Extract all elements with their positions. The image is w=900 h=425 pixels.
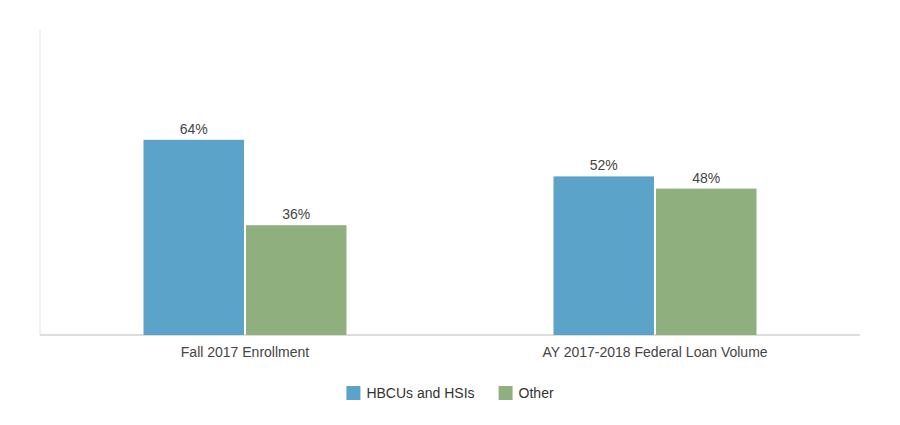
y-axis-line	[40, 30, 41, 335]
data-labels: 64% 52% 36% 48%	[180, 121, 721, 222]
x-tick-label: AY 2017-2018 Federal Loan Volume	[542, 344, 767, 360]
bars	[144, 140, 757, 335]
legend-swatch	[346, 386, 360, 400]
bar	[554, 176, 655, 335]
bar	[656, 189, 757, 335]
legend-label: HBCUs and HSIs	[366, 385, 474, 401]
legend-label: Other	[519, 385, 554, 401]
x-tick-label: Fall 2017 Enrollment	[181, 344, 310, 360]
legend-item: HBCUs and HSIs	[346, 385, 474, 401]
data-label: 64%	[180, 121, 208, 137]
data-label: 48%	[692, 170, 720, 186]
bar	[144, 140, 245, 335]
data-label: 36%	[282, 206, 310, 222]
bar	[246, 225, 347, 335]
legend-item: Other	[499, 385, 554, 401]
legend: HBCUs and HSIs Other	[346, 385, 554, 401]
data-label: 52%	[590, 157, 618, 173]
legend-swatch	[499, 386, 513, 400]
chart: 64% 52% 36% 48% Fall 2017 Enrollment AY 2017-…	[0, 0, 900, 425]
chart-container: 64% 52% 36% 48% Fall 2017 Enrollment AY 2017-…	[0, 0, 900, 425]
